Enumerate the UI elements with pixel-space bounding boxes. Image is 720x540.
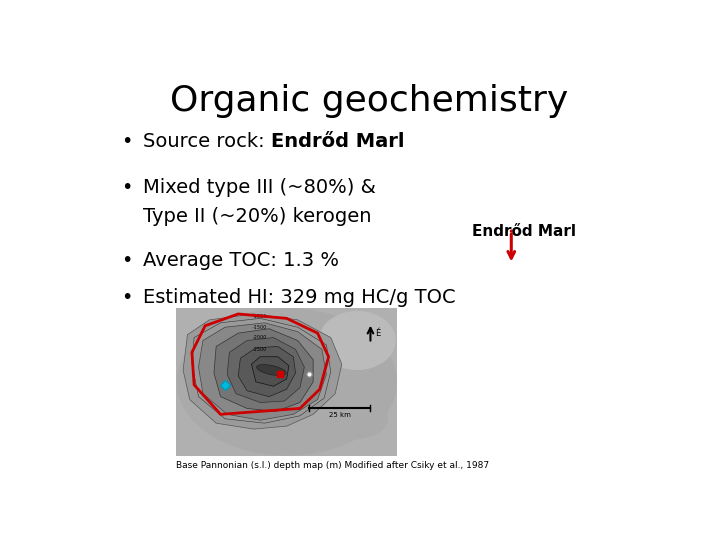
Text: Source rock:: Source rock: bbox=[143, 132, 271, 151]
Text: •: • bbox=[121, 251, 132, 269]
Text: Mixed type III (~80%) &: Mixed type III (~80%) & bbox=[143, 178, 382, 197]
Text: Average TOC: 1.3 %: Average TOC: 1.3 % bbox=[143, 251, 339, 269]
Text: Base Pannonian (s.l.) depth map (m) Modified after Csiky et al., 1987: Base Pannonian (s.l.) depth map (m) Modi… bbox=[176, 461, 490, 470]
Text: Type II (~20%) kerogen: Type II (~20%) kerogen bbox=[143, 207, 372, 226]
Text: Endrőd Marl: Endrőd Marl bbox=[472, 224, 576, 239]
Text: •: • bbox=[121, 288, 132, 307]
Text: Organic geochemistry: Organic geochemistry bbox=[170, 84, 568, 118]
Text: •: • bbox=[121, 132, 132, 151]
Text: Estimated HI: 329 mg HC/g TOC: Estimated HI: 329 mg HC/g TOC bbox=[143, 288, 456, 307]
Text: •: • bbox=[121, 178, 132, 197]
Text: Endrőd Marl: Endrőd Marl bbox=[271, 132, 405, 151]
